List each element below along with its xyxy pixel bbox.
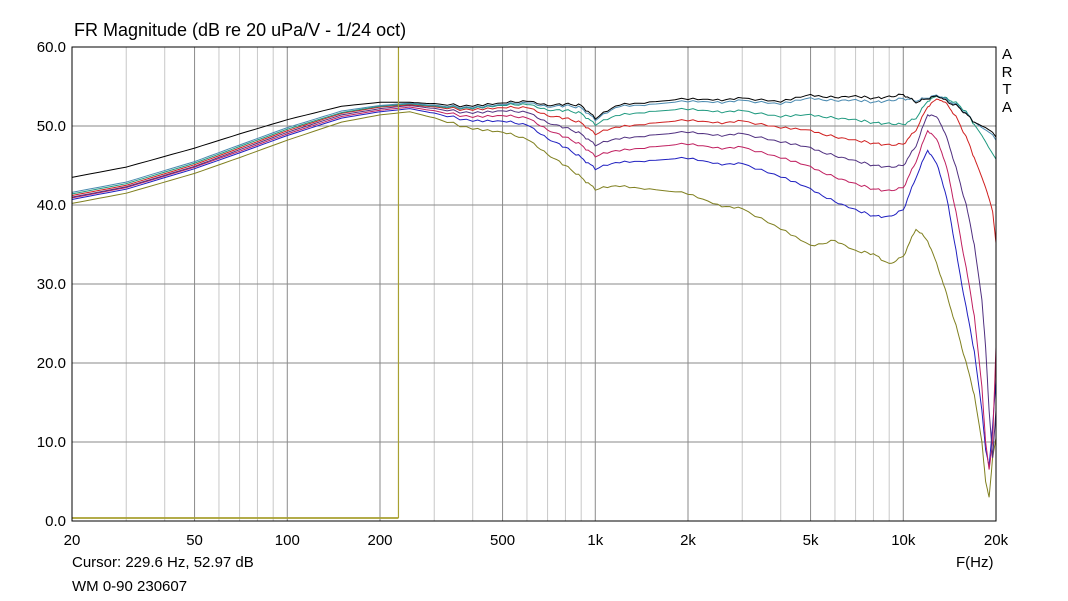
x-tick-label: 2k	[680, 532, 696, 549]
x-tick-label: 200	[367, 532, 392, 549]
x-tick-label: 50	[186, 532, 203, 549]
series-line	[71, 108, 997, 466]
y-tick-label: 0.0	[45, 513, 66, 530]
x-tick-label: 1k	[587, 532, 603, 549]
logo-letter: T	[1002, 81, 1012, 98]
logo-letter: A	[1001, 46, 1012, 63]
y-tick-label: 20.0	[37, 355, 66, 372]
cursor-marker[interactable]	[72, 47, 400, 519]
x-tick-label: 20	[64, 532, 81, 549]
series-lines	[71, 93, 997, 498]
y-tick-label: 10.0	[37, 434, 66, 451]
cursor-readout: Cursor: 229.6 Hz, 52.97 dB	[72, 554, 254, 571]
plot-frame	[71, 46, 997, 522]
y-tick-labels: 0.0 10.0 20.0 30.0 40.0 50.0 60.0	[37, 39, 66, 530]
y-tick-label: 50.0	[37, 118, 66, 135]
x-tick-labels: 20 50 100 200 500 1k 2k 5k 10k 20k	[64, 532, 1009, 549]
y-tick-label: 60.0	[37, 39, 66, 56]
x-tick-label: 100	[275, 532, 300, 549]
series-line	[71, 111, 997, 498]
y-tick-label: 40.0	[37, 197, 66, 214]
series-line	[71, 104, 997, 458]
x-tick-label: 5k	[803, 532, 819, 549]
logo-letter: R	[1001, 63, 1013, 81]
series-line	[71, 98, 997, 243]
x-tick-label: 20k	[984, 532, 1009, 549]
series-line	[71, 93, 997, 178]
arta-logo: A R T A	[999, 46, 1015, 116]
series-line	[71, 95, 997, 195]
x-tick-label: 10k	[891, 532, 916, 549]
y-tick-label: 30.0	[37, 276, 66, 293]
chart-title: FR Magnitude (dB re 20 uPa/V - 1/24 oct)	[74, 20, 407, 40]
series-line	[71, 106, 997, 470]
grid	[72, 47, 996, 521]
x-tick-label: 500	[490, 532, 515, 549]
measurement-label: WM 0-90 230607	[72, 578, 188, 595]
logo-letter: A	[1001, 98, 1012, 116]
x-axis-label: F(Hz)	[956, 554, 994, 571]
